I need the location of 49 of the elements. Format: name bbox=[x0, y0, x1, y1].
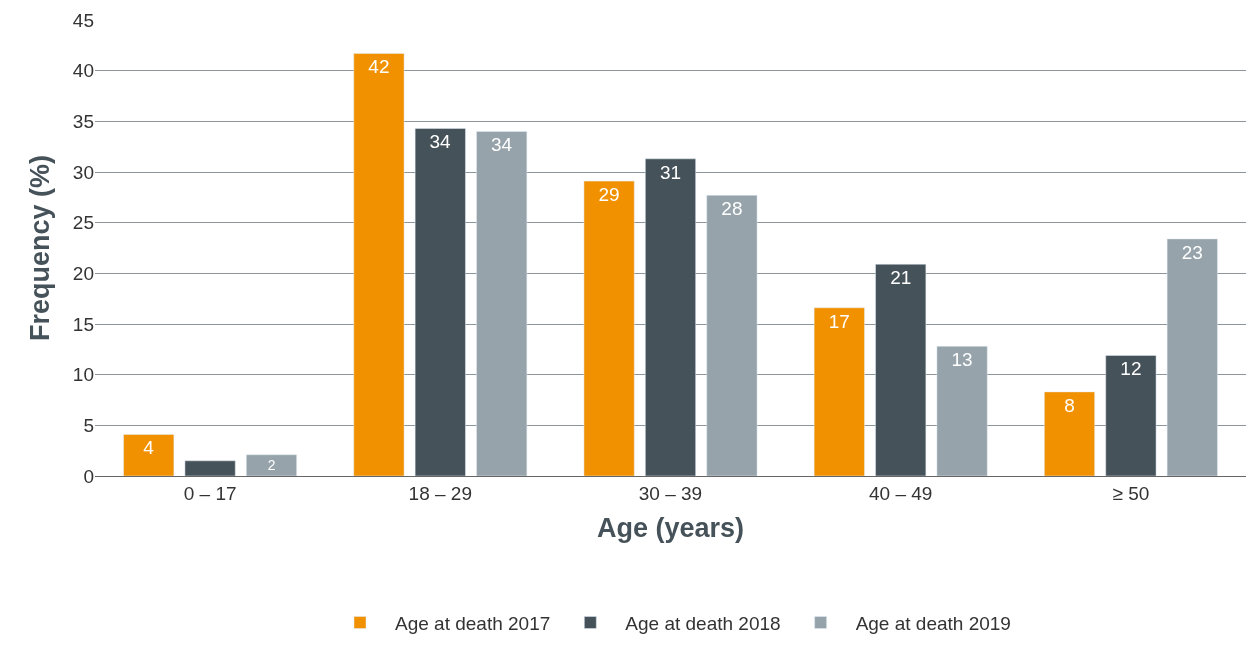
x-axis-title: Age (years) bbox=[596, 513, 745, 544]
bar bbox=[645, 158, 696, 476]
y-tick-label: 40 bbox=[72, 60, 94, 82]
data-label: 21 bbox=[890, 267, 912, 289]
data-label: 17 bbox=[828, 310, 850, 332]
x-tick-label: ≥ 50 bbox=[1112, 482, 1150, 504]
y-tick-label: 5 bbox=[83, 414, 94, 436]
y-tick-label: 30 bbox=[72, 161, 94, 183]
bar bbox=[123, 434, 175, 476]
data-label: 34 bbox=[490, 134, 513, 156]
legend-label: Age at death 2017 bbox=[395, 612, 551, 634]
bar bbox=[1105, 355, 1157, 476]
bar bbox=[583, 180, 635, 476]
y-tick-label: 35 bbox=[72, 110, 94, 132]
x-tick-label: 40 – 49 bbox=[869, 482, 933, 504]
data-label: 29 bbox=[598, 184, 620, 206]
data-label: 4 bbox=[143, 437, 155, 459]
bar bbox=[706, 195, 758, 476]
x-tick-label: 0 – 17 bbox=[183, 482, 237, 504]
data-label: 31 bbox=[659, 161, 682, 183]
y-tick-label: 15 bbox=[72, 313, 94, 335]
bar bbox=[414, 128, 466, 476]
legend-label: Age at death 2018 bbox=[625, 612, 781, 634]
bar bbox=[476, 131, 528, 476]
data-label: 2 bbox=[267, 457, 276, 474]
x-tick-label: 30 – 39 bbox=[638, 482, 703, 504]
bar bbox=[246, 454, 297, 476]
y-tick-label: 10 bbox=[72, 364, 94, 386]
bar bbox=[936, 346, 988, 476]
bar bbox=[184, 460, 236, 476]
data-label: 23 bbox=[1181, 241, 1203, 263]
bar bbox=[1166, 238, 1218, 476]
y-tick-label: 25 bbox=[72, 212, 94, 234]
data-label: 13 bbox=[951, 349, 973, 371]
data-label: 28 bbox=[721, 198, 743, 220]
y-tick-label: 0 bbox=[83, 465, 94, 487]
data-label: 34 bbox=[429, 131, 452, 153]
y-tick-label: 45 bbox=[72, 9, 94, 31]
data-label: 12 bbox=[1120, 358, 1142, 380]
y-tick-label: 20 bbox=[72, 262, 94, 284]
data-label: 8 bbox=[1064, 394, 1075, 416]
bar bbox=[353, 53, 405, 476]
bar bbox=[875, 263, 927, 476]
x-tick-label: 18 – 29 bbox=[408, 482, 472, 504]
bar bbox=[813, 307, 865, 476]
y-axis-title: Frequency (%) bbox=[24, 154, 55, 342]
legend-label: Age at death 2019 bbox=[855, 612, 1011, 634]
bar bbox=[1044, 391, 1095, 476]
data-label: 42 bbox=[368, 56, 390, 78]
